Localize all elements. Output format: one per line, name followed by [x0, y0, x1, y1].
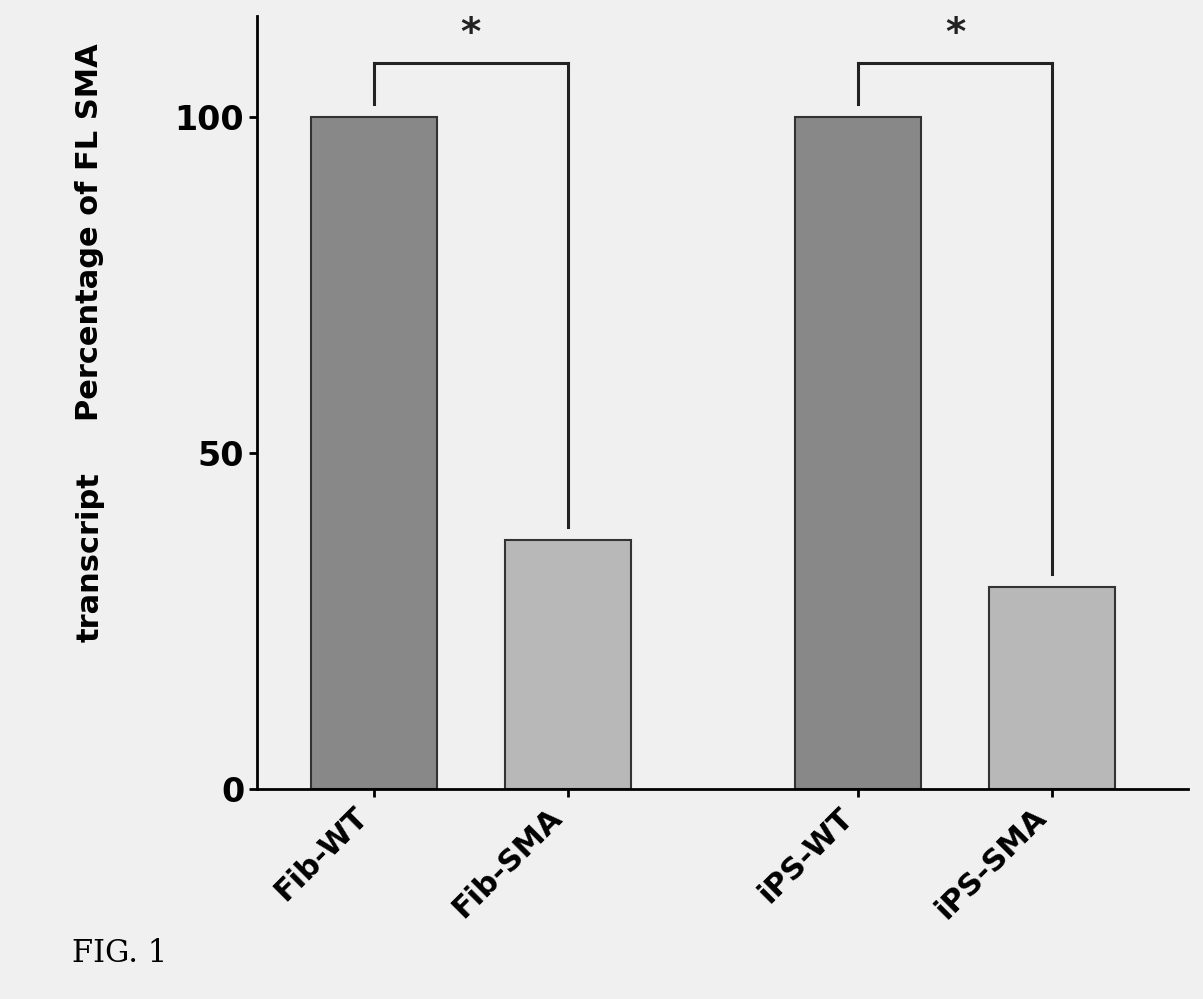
Bar — [795, 117, 921, 789]
Text: Percentage of FL SMA: Percentage of FL SMA — [76, 44, 105, 422]
Bar — [989, 587, 1115, 789]
Text: transcript: transcript — [76, 473, 105, 642]
Bar — [504, 540, 630, 789]
Bar — [310, 117, 437, 789]
Text: *: * — [461, 15, 481, 53]
Text: *: * — [946, 15, 966, 53]
Text: FIG. 1: FIG. 1 — [72, 938, 167, 969]
